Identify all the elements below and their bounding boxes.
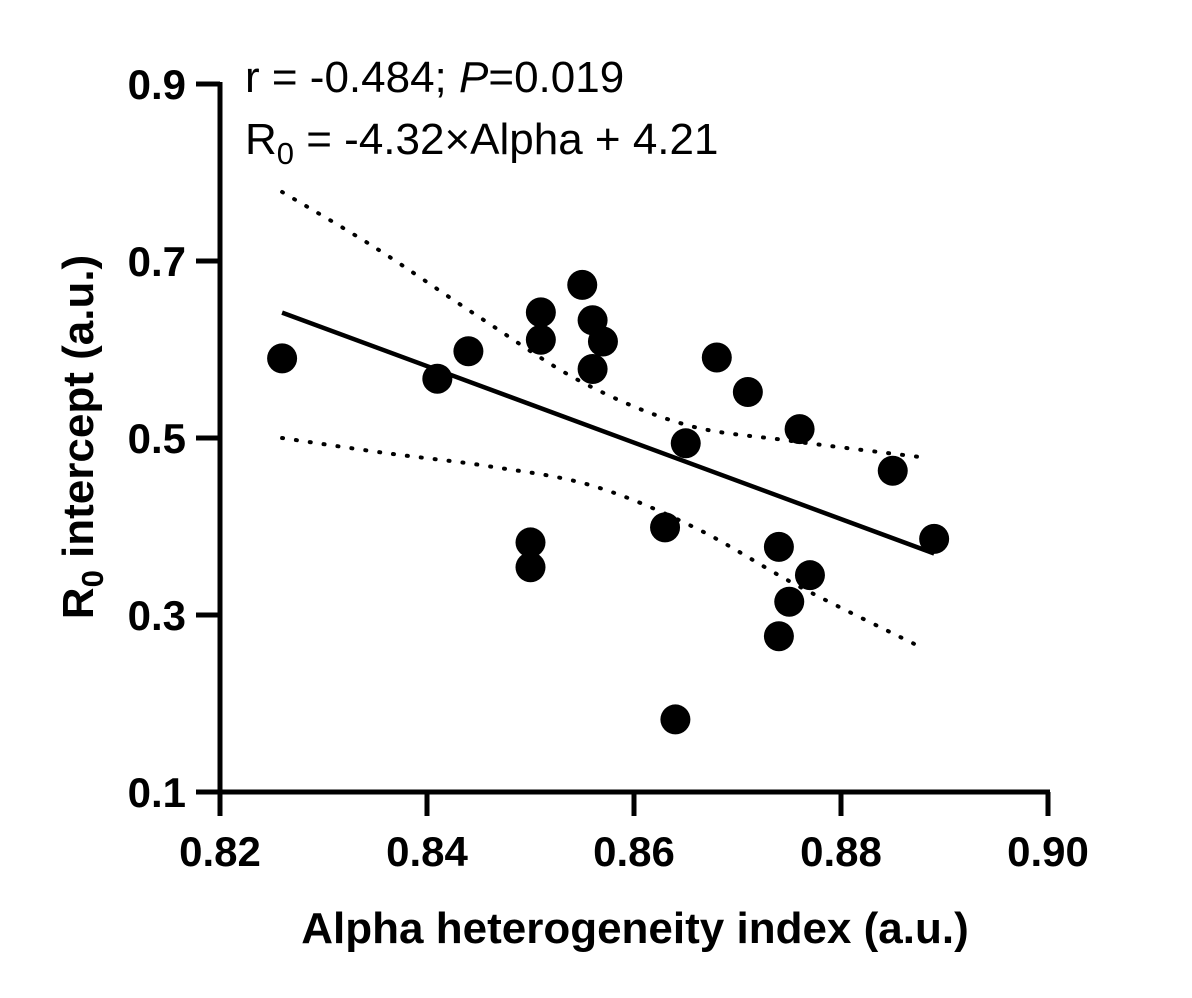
data-points	[267, 269, 950, 735]
x-tick-label: 0.88	[800, 828, 882, 875]
scatter-point	[267, 343, 298, 374]
y-axis-title-subscript: 0	[75, 570, 110, 587]
scatter-point	[660, 704, 691, 735]
y-ticks: 0.1 0.3 0.5 0.7 0.9	[128, 61, 220, 816]
scatter-point	[794, 560, 825, 591]
y-axis-title: R0 intercept (a.u.)	[54, 255, 110, 619]
scatter-point	[670, 428, 701, 459]
scatter-point	[763, 531, 794, 562]
scatter-point	[919, 523, 950, 554]
scatter-point	[515, 527, 546, 558]
y-tick-label: 0.7	[128, 238, 186, 285]
axes	[217, 82, 1050, 795]
equation-subscript: 0	[277, 136, 294, 171]
y-tick-label: 0.5	[128, 415, 186, 462]
scatter-point	[567, 269, 598, 300]
ci-upper-curve	[280, 189, 926, 460]
regression-equation: R0 = -4.32×Alpha + 4.21	[245, 115, 718, 171]
correlation-r: r = -0.484;	[245, 53, 459, 102]
scatter-point	[650, 512, 681, 543]
y-tick-label: 0.1	[128, 769, 186, 816]
regression-fit	[281, 310, 935, 556]
x-tick-label: 0.90	[1007, 828, 1089, 875]
y-tick-label: 0.9	[128, 61, 186, 108]
p-value: =0.019	[488, 53, 624, 102]
scatter-point	[774, 586, 805, 617]
scatter-point	[732, 376, 763, 407]
equation-rest: = -4.32×Alpha + 4.21	[294, 115, 718, 164]
equation-r: R	[245, 115, 277, 164]
scatter-point	[701, 342, 732, 373]
regression-line	[281, 310, 935, 556]
correlation-annotation: r = -0.484; P=0.019	[245, 53, 624, 102]
y-tick-label: 0.3	[128, 592, 186, 639]
x-axis-title: Alpha heterogeneity index (a.u.)	[301, 904, 968, 953]
scatter-point	[453, 336, 484, 367]
scatter-point	[515, 552, 546, 583]
scatter-point	[422, 363, 453, 394]
x-ticks: 0.82 0.84 0.86 0.88 0.90	[179, 792, 1089, 875]
x-tick-label: 0.86	[593, 828, 675, 875]
scatter-point	[525, 324, 556, 355]
p-label: P	[459, 53, 489, 102]
confidence-band	[280, 189, 926, 651]
ci-lower-curve	[280, 436, 926, 651]
y-axis-title-rest: intercept (a.u.)	[54, 255, 103, 570]
scatter-point	[784, 414, 815, 445]
y-axis-title-main: R	[54, 587, 103, 619]
x-tick-label: 0.82	[179, 828, 261, 875]
scatter-point	[763, 621, 794, 652]
scatter-point	[587, 326, 618, 357]
scatter-point	[577, 353, 608, 384]
scatter-point	[525, 297, 556, 328]
scatter-point	[877, 455, 908, 486]
x-tick-label: 0.84	[386, 828, 468, 875]
